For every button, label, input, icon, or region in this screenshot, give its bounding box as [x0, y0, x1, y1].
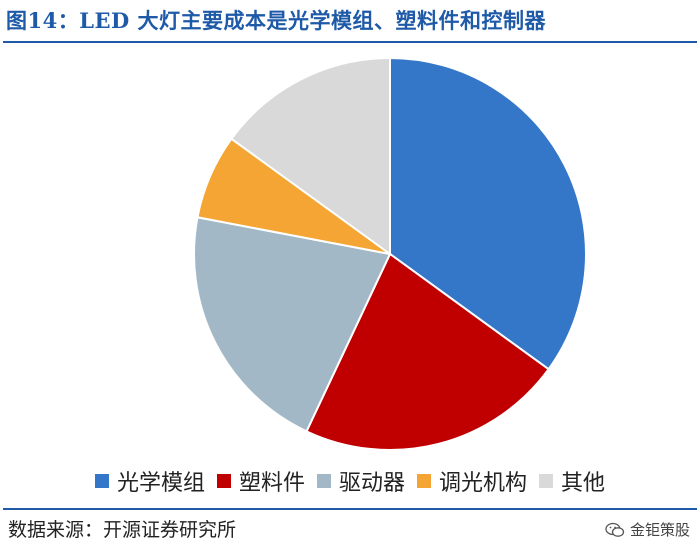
- chart-legend: 光学模组 塑料件 驱动器 调光机构 其他: [0, 464, 700, 498]
- watermark: 金钜策股: [605, 513, 690, 547]
- wechat-icon: [605, 522, 625, 537]
- legend-item-1: 光学模组: [94, 465, 205, 497]
- legend-swatch: [316, 474, 331, 488]
- legend-item-2: 塑料件: [216, 465, 305, 497]
- legend-label: 光学模组: [116, 471, 205, 496]
- legend-item-3: 驱动器: [316, 465, 405, 497]
- legend-swatch: [94, 474, 109, 488]
- legend-label: 其他: [561, 471, 606, 496]
- pie-chart: [193, 56, 587, 451]
- legend-label: 调光机构: [439, 471, 528, 496]
- title-rule: [3, 41, 697, 43]
- chart-title: 图14：LED 大灯主要成本是光学模组、塑料件和控制器: [6, 8, 547, 33]
- pie-slice-3: [193, 216, 392, 433]
- legend-swatch: [539, 474, 554, 488]
- source-rule: [3, 508, 697, 510]
- legend-item-5: 其他: [539, 465, 605, 497]
- pie-slice-5: [230, 56, 391, 256]
- legend-item-4: 调光机构: [417, 465, 527, 497]
- legend-swatch: [417, 474, 431, 488]
- source-note: 数据来源：开源证券研究所: [8, 519, 237, 541]
- legend-swatch: [216, 474, 231, 488]
- pie-slice-1: [389, 56, 587, 371]
- legend-label: 塑料件: [238, 471, 305, 496]
- watermark-text: 金钜策股: [629, 521, 690, 539]
- legend-label: 驱动器: [338, 471, 405, 496]
